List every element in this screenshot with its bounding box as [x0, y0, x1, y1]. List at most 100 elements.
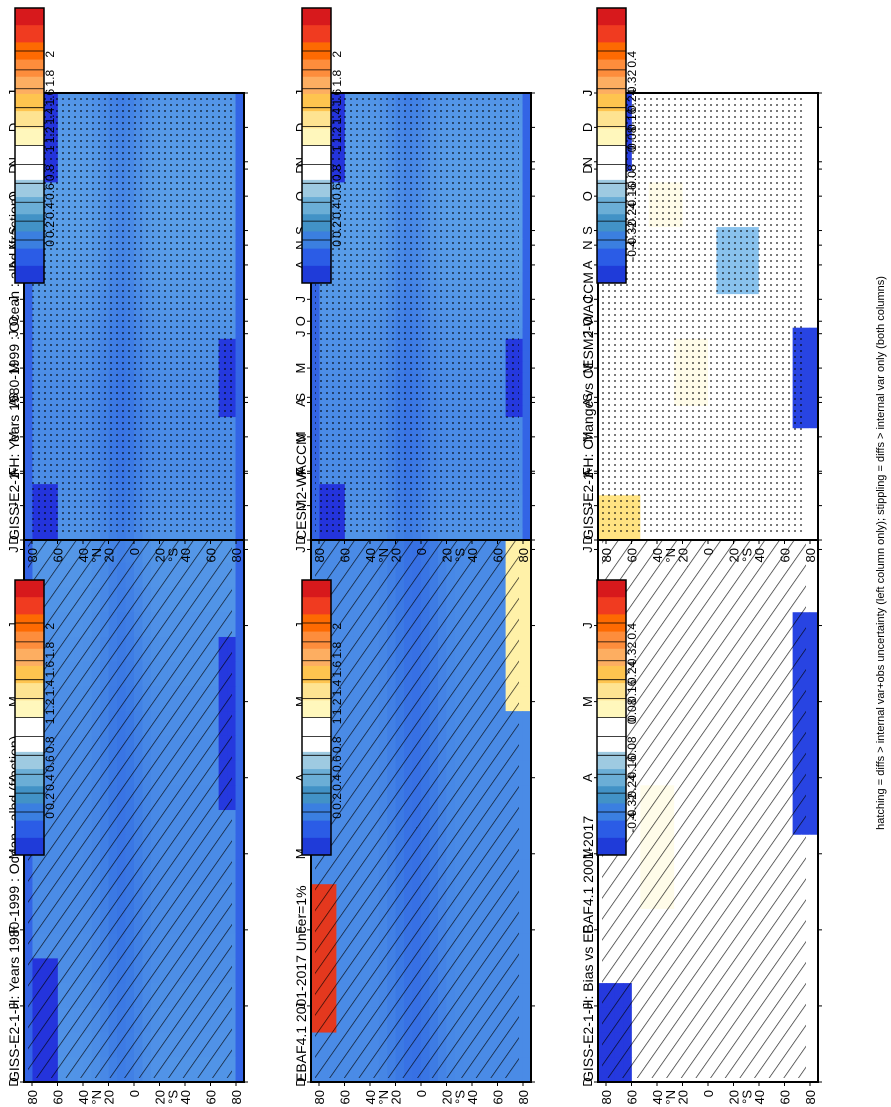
y-tick-label: 80: [25, 1090, 40, 1104]
heatmap-cell: [235, 316, 245, 329]
heatmap-cell: [235, 428, 245, 441]
heatmap-cell: [522, 372, 532, 385]
heatmap-cell: [235, 204, 245, 217]
colorbar-label: 0: [43, 240, 57, 247]
heatmap-cell: [522, 350, 532, 362]
heatmap-cell: [522, 1007, 532, 1034]
heatmap-cell: [235, 785, 245, 811]
colorbar-label: 0.6: [43, 755, 57, 772]
x-tick-label: S: [6, 226, 21, 235]
heatmap-cell: [235, 417, 245, 429]
colorbar-label: 1: [43, 145, 57, 152]
colorbar-swatch: [15, 700, 44, 718]
heatmap-cell: [235, 612, 245, 638]
heatmap-cell: [522, 115, 532, 128]
heatmap-cell: [522, 834, 532, 861]
heatmap-cell: [235, 1057, 245, 1083]
x-tick-label: O: [293, 191, 308, 201]
heatmap-cell: [522, 859, 532, 885]
colorbar-swatch: [302, 248, 331, 267]
heatmap-cell: [522, 587, 532, 613]
heatmap-cell: [235, 562, 245, 589]
colorbar-swatch: [15, 717, 44, 736]
x-tick-label: F: [293, 467, 308, 475]
y-tick-label: 0: [414, 548, 429, 555]
heatmap-cell: [235, 636, 245, 663]
x-tick-label: N: [6, 240, 21, 249]
colorbar-p4: 21.81.61.41.210.80.60.40.20: [301, 7, 344, 284]
heatmap-cell: [522, 137, 532, 150]
y-tick-label: 0: [414, 1090, 429, 1097]
x-tick-label: N: [293, 157, 308, 166]
colorbar-label: 0.2: [330, 221, 344, 238]
colorbar-swatch: [302, 837, 331, 856]
heatmap-cell: [235, 1032, 245, 1058]
colorbar-label: 0.2: [330, 793, 344, 810]
colorbar-swatch: [302, 59, 331, 78]
heatmap-cell: [522, 484, 532, 496]
colorbar-label: 1.2: [43, 698, 57, 715]
heatmap-cell: [522, 686, 532, 712]
heatmap-cell: [522, 327, 532, 340]
y-tick-label: 80: [312, 1090, 327, 1104]
heatmap-cell: [522, 450, 532, 463]
colorbar-label: 1.8: [43, 70, 57, 87]
colorbar-swatch: [15, 580, 44, 598]
heatmap-cell: [522, 104, 532, 116]
y-tick-label: 40: [465, 548, 480, 562]
colorbar-swatch: [302, 665, 331, 684]
heatmap-cell: [235, 93, 245, 105]
heatmap-cell: [522, 495, 532, 508]
colorbar-label: 0.4: [43, 202, 57, 219]
x-tick-label: O: [293, 316, 308, 326]
x-tick-label: M: [6, 696, 21, 707]
heatmap-cell: [235, 461, 245, 474]
colorbar-p2: 21.81.61.41.210.80.60.40.20: [14, 7, 57, 284]
y-tick-label: 20: [389, 548, 404, 562]
heatmap-cell: [235, 538, 245, 564]
heatmap-cell: [235, 238, 245, 251]
colorbar-label: 0.6: [330, 755, 344, 772]
y-tick-label: 20: [153, 1090, 168, 1104]
colorbar-label: 2: [330, 623, 344, 630]
x-tick-label: O: [6, 316, 21, 326]
colorbar-label: 2: [43, 623, 57, 630]
colorbar-label: 1.8: [330, 70, 344, 87]
colorbar-label: 1.6: [43, 88, 57, 105]
colorbar-label: 1: [330, 717, 344, 724]
y-label-south: °S: [165, 548, 180, 562]
heatmap-cell: [235, 383, 245, 396]
x-tick-label: J: [293, 1003, 308, 1010]
colorbar-swatch: [15, 665, 44, 684]
colorbar-label: 1.8: [43, 642, 57, 659]
x-tick-label: D: [293, 535, 308, 544]
heatmap-cell: [522, 249, 532, 262]
y-tick-label: 40: [178, 548, 193, 562]
heatmap-cell: [235, 933, 245, 959]
heatmap-cell: [235, 661, 245, 687]
x-tick-label: A: [6, 469, 21, 478]
heatmap-cell: [522, 383, 532, 396]
heatmap-cell: [522, 472, 532, 485]
heatmap-cell: [235, 227, 245, 239]
y-label-north: °N: [376, 1090, 391, 1105]
heatmap-cell: [235, 115, 245, 128]
x-tick-label: J: [6, 546, 21, 553]
heatmap-cell: [235, 484, 245, 496]
colorbar-label: 0.8: [43, 164, 57, 181]
x-tick-label: N: [6, 157, 21, 166]
colorbar-label: 1: [330, 145, 344, 152]
x-tick-label: D: [293, 123, 308, 132]
heatmap-cell: [235, 405, 245, 418]
colorbar-swatch: [15, 683, 44, 701]
y-tick-label: 0: [127, 1090, 142, 1097]
y-tick-label: 60: [204, 548, 219, 562]
colorbar-label: 1.4: [330, 679, 344, 696]
heatmap-cell: [522, 148, 532, 161]
y-tick-label: 80: [516, 1090, 531, 1104]
heatmap-cell: [235, 282, 245, 295]
x-tick-label: A: [293, 469, 308, 478]
heatmap-cell: [235, 126, 245, 139]
heatmap-cell: [235, 450, 245, 463]
